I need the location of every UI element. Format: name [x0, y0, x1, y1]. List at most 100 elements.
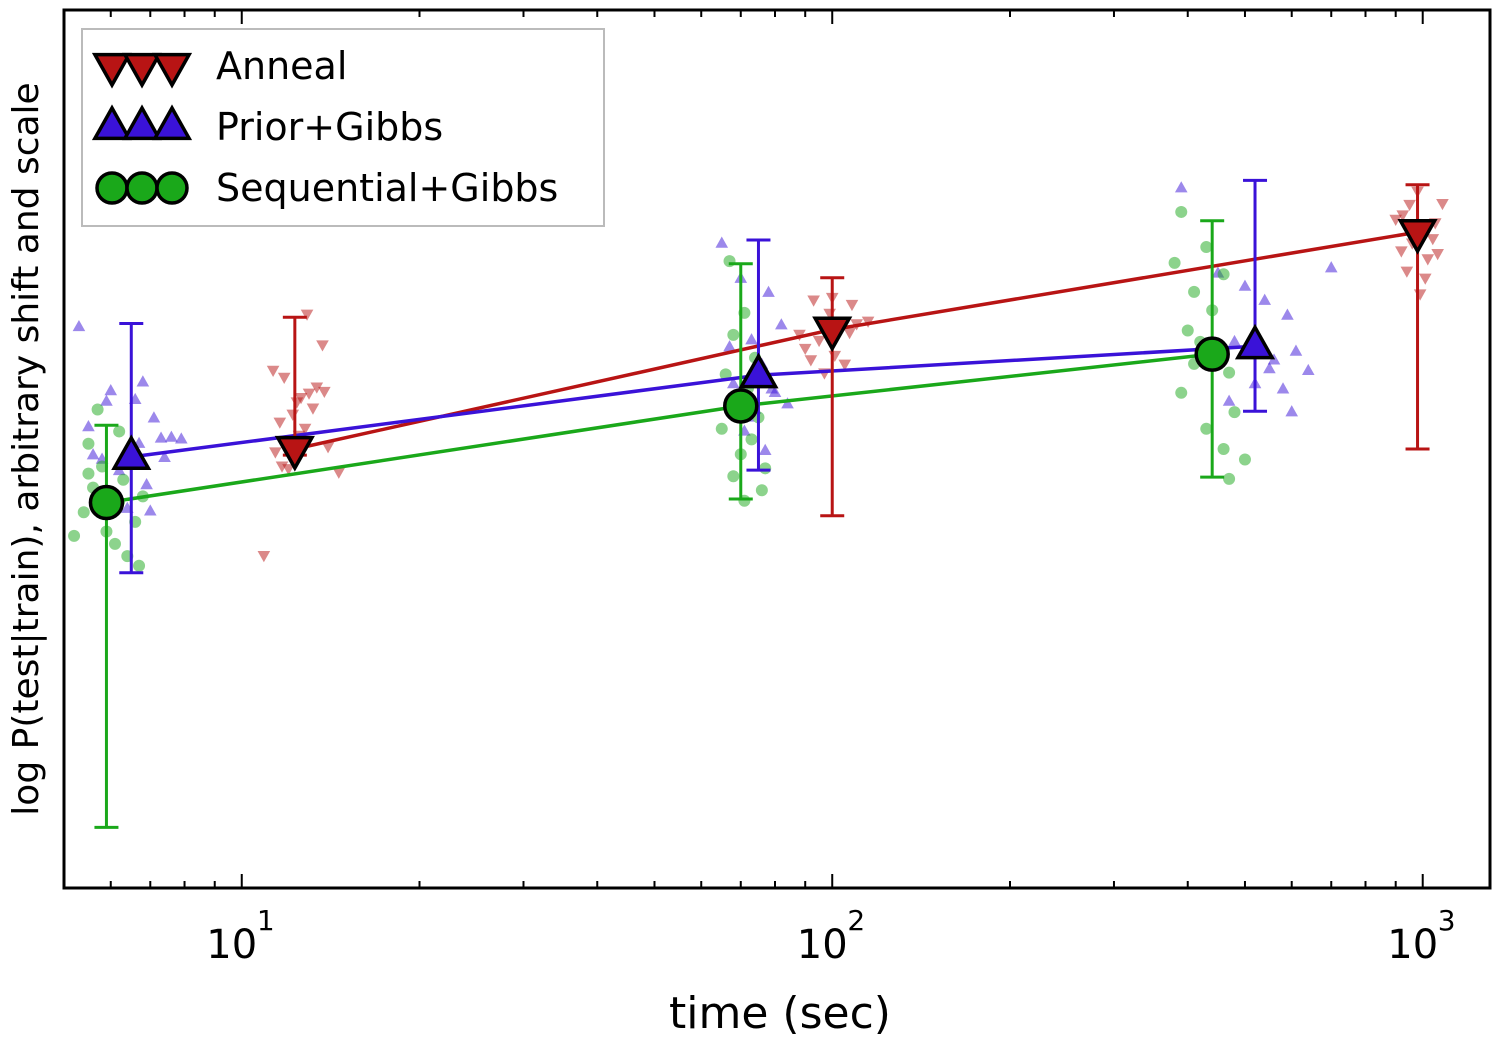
mean-marker — [1194, 336, 1230, 372]
data-point — [104, 384, 118, 396]
series-2-error-bars — [94, 219, 1225, 829]
data-point — [759, 462, 772, 475]
x-tick-label: 102 — [797, 904, 865, 968]
legend-marker — [91, 104, 133, 141]
mean-marker — [1397, 218, 1438, 255]
data-point — [136, 375, 150, 387]
series-0-means — [274, 218, 1438, 472]
data-point — [1285, 405, 1299, 417]
data-point — [1174, 181, 1188, 193]
data-point — [727, 377, 740, 389]
data-point — [804, 355, 818, 367]
data-point — [318, 386, 331, 399]
legend-marker — [91, 52, 133, 89]
legend-marker — [95, 171, 129, 205]
x-tick-exponent: 2 — [847, 904, 865, 937]
x-axis-label: time (sec) — [669, 988, 891, 1039]
data-point — [758, 443, 772, 455]
legend-marker — [155, 171, 189, 205]
data-point — [1228, 406, 1241, 419]
data-point — [266, 365, 280, 377]
data-point — [727, 328, 740, 341]
data-point — [1181, 324, 1194, 337]
data-point — [1421, 254, 1435, 266]
data-point — [1188, 285, 1201, 298]
legend-entry: Prior+Gibbs — [91, 104, 443, 149]
data-point — [257, 551, 271, 563]
data-point — [165, 430, 178, 442]
data-point — [140, 477, 153, 490]
data-point — [275, 461, 289, 473]
data-point — [1223, 366, 1236, 379]
y-axis-label: log P(test|train), arbitrary shift and s… — [6, 82, 47, 815]
data-point — [282, 464, 295, 476]
data-point — [1238, 279, 1252, 291]
mean-marker — [1234, 323, 1276, 360]
mean-marker — [738, 352, 779, 389]
data-point — [723, 255, 736, 268]
x-tick-label: 101 — [206, 904, 274, 968]
data-point — [1389, 214, 1402, 226]
data-point — [1168, 256, 1181, 269]
legend-marker — [151, 52, 193, 89]
data-point — [1324, 261, 1338, 273]
data-point — [306, 403, 320, 415]
data-point — [302, 388, 316, 400]
x-tick-label: 103 — [1387, 904, 1455, 968]
data-point — [807, 295, 820, 307]
data-point — [273, 417, 287, 429]
data-point — [321, 442, 335, 454]
data-point — [72, 319, 86, 332]
mean-marker — [812, 316, 853, 353]
legend-marker — [125, 171, 159, 205]
data-point — [133, 559, 146, 572]
data-point — [1200, 422, 1213, 435]
data-point — [82, 437, 95, 450]
x-tick-base: 10 — [797, 922, 848, 968]
series-line — [106, 352, 1213, 505]
data-point — [286, 409, 300, 421]
x-tick-base: 10 — [206, 922, 257, 968]
mean-marker — [274, 435, 315, 472]
legend-entry: Anneal — [91, 44, 347, 89]
data-point — [175, 432, 188, 444]
data-point — [1400, 266, 1414, 278]
series-1-error-bars — [119, 178, 1268, 575]
data-point — [68, 529, 81, 542]
legend: Anneal Prior+Gibbs Sequential+Gibbs — [81, 28, 605, 227]
x-tick-base: 10 — [1387, 922, 1438, 968]
data-point — [1217, 268, 1230, 281]
data-point — [113, 425, 126, 438]
x-tick-exponent: 3 — [1438, 904, 1456, 937]
data-point — [1413, 289, 1427, 301]
data-point — [310, 382, 324, 394]
data-point — [91, 403, 104, 416]
data-point — [838, 359, 852, 371]
data-point — [1436, 198, 1449, 211]
data-point — [143, 504, 157, 516]
data-point — [82, 467, 95, 480]
data-point — [715, 236, 729, 248]
data-point — [1418, 273, 1432, 285]
series-1-points — [72, 181, 1338, 516]
data-point — [117, 473, 130, 486]
data-point — [1263, 362, 1276, 374]
data-point — [154, 431, 168, 443]
data-point — [332, 467, 346, 479]
data-point — [1258, 293, 1272, 305]
legend-marker — [151, 104, 193, 141]
data-point — [147, 411, 161, 423]
data-point — [1395, 246, 1408, 258]
data-point — [798, 343, 812, 356]
series-0-points — [257, 186, 1449, 563]
data-point — [158, 450, 171, 462]
plot-content — [68, 178, 1449, 829]
data-point — [755, 484, 768, 497]
data-point — [1217, 443, 1230, 455]
data-point — [715, 422, 728, 435]
legend-label: Sequential+Gibbs — [216, 166, 558, 210]
data-point — [1222, 394, 1236, 406]
data-point — [1281, 308, 1294, 320]
data-point — [727, 470, 740, 483]
data-point — [1301, 363, 1315, 376]
